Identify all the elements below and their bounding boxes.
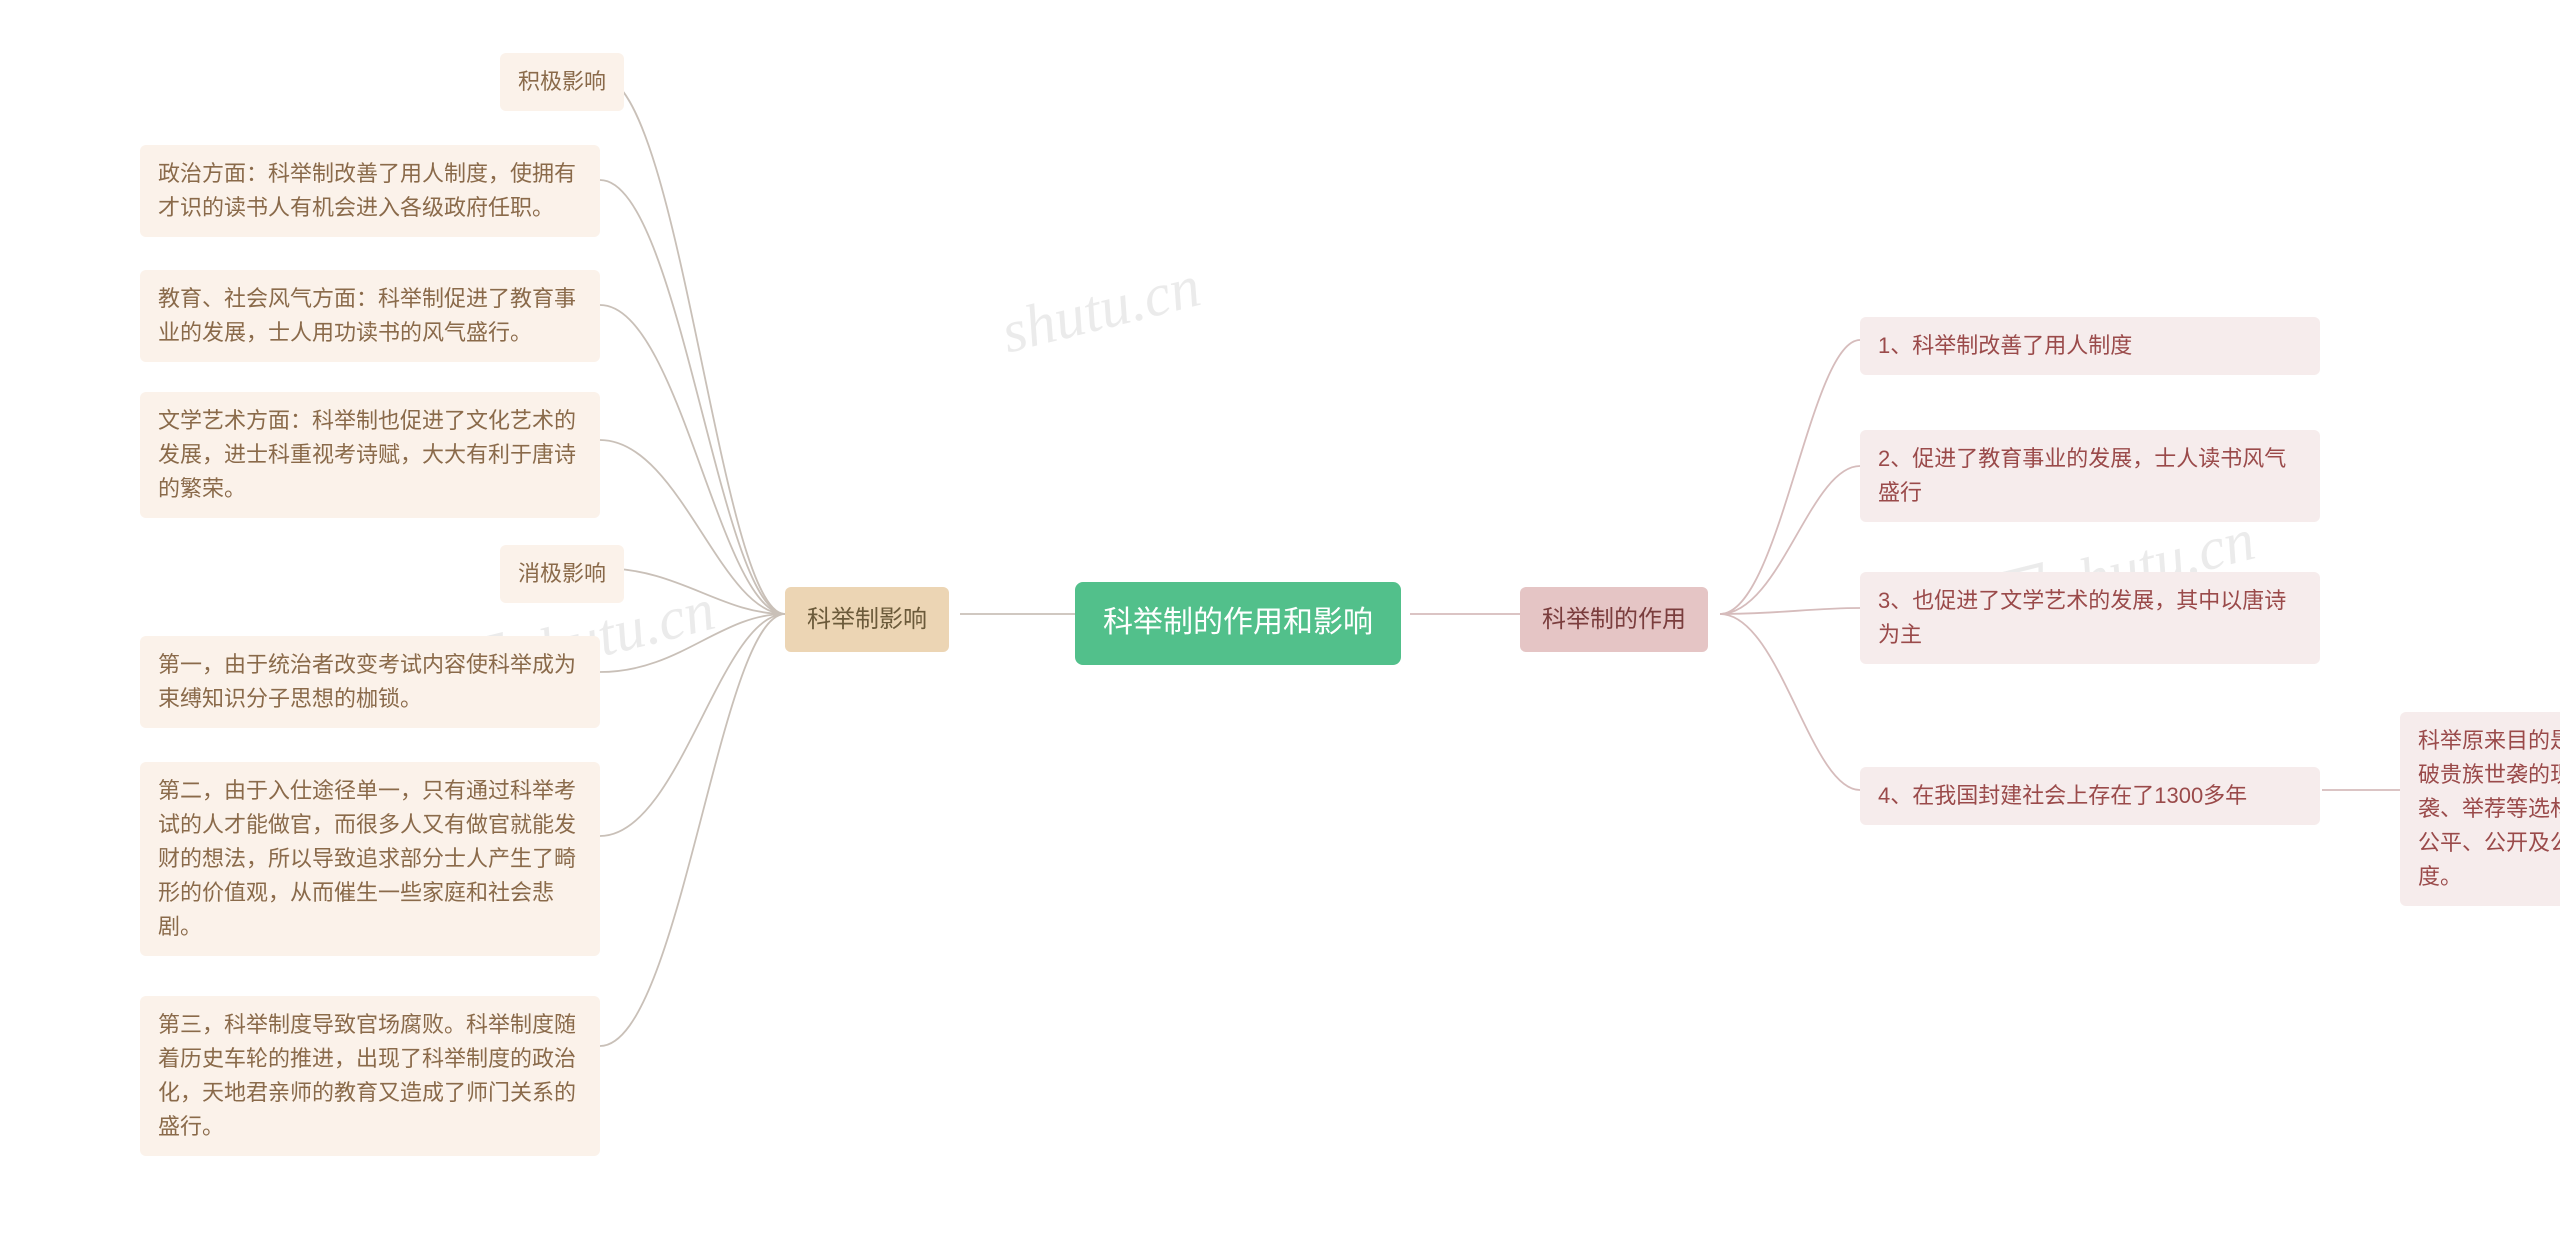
mindmap-canvas: 树图 shutu.cn shutu.cn 树图 shutu.cn 科举制的作用和… [0,0,2560,1256]
leaf-right-2[interactable]: 3、也促进了文学艺术的发展，其中以唐诗为主 [1860,572,2320,664]
branch-left[interactable]: 科举制影响 [785,587,949,652]
leaf-left-3[interactable]: 文学艺术方面：科举制也促进了文化艺术的发展，进士科重视考诗赋，大大有利于唐诗的繁… [140,392,600,518]
watermark: shutu.cn [995,252,1207,368]
leaf-left-2[interactable]: 教育、社会风气方面：科举制促进了教育事业的发展，士人用功读书的风气盛行。 [140,270,600,362]
leaf-left-4[interactable]: 消极影响 [500,545,624,603]
branch-right[interactable]: 科举制的作用 [1520,587,1708,652]
leaf-left-0[interactable]: 积极影响 [500,53,624,111]
leaf-left-1[interactable]: 政治方面：科举制改善了用人制度，使拥有才识的读书人有机会进入各级政府任职。 [140,145,600,237]
leaf-left-7[interactable]: 第三，科举制度导致官场腐败。科举制度随着历史车轮的推进，出现了科举制度的政治化，… [140,996,600,1156]
leaf-right-3[interactable]: 4、在我国封建社会上存在了1300多年 [1860,767,2320,825]
leaf-right-3-0[interactable]: 科举原来目的是为政府从民间提拔人才，打破贵族世袭的现象，以整顿吏制。相对于世袭、… [2400,712,2560,906]
leaf-right-1[interactable]: 2、促进了教育事业的发展，士人读书风气盛行 [1860,430,2320,522]
root-node[interactable]: 科举制的作用和影响 [1075,582,1401,665]
leaf-right-0[interactable]: 1、科举制改善了用人制度 [1860,317,2320,375]
leaf-left-5[interactable]: 第一，由于统治者改变考试内容使科举成为束缚知识分子思想的枷锁。 [140,636,600,728]
leaf-left-6[interactable]: 第二，由于入仕途径单一，只有通过科举考试的人才能做官，而很多人又有做官就能发财的… [140,762,600,956]
